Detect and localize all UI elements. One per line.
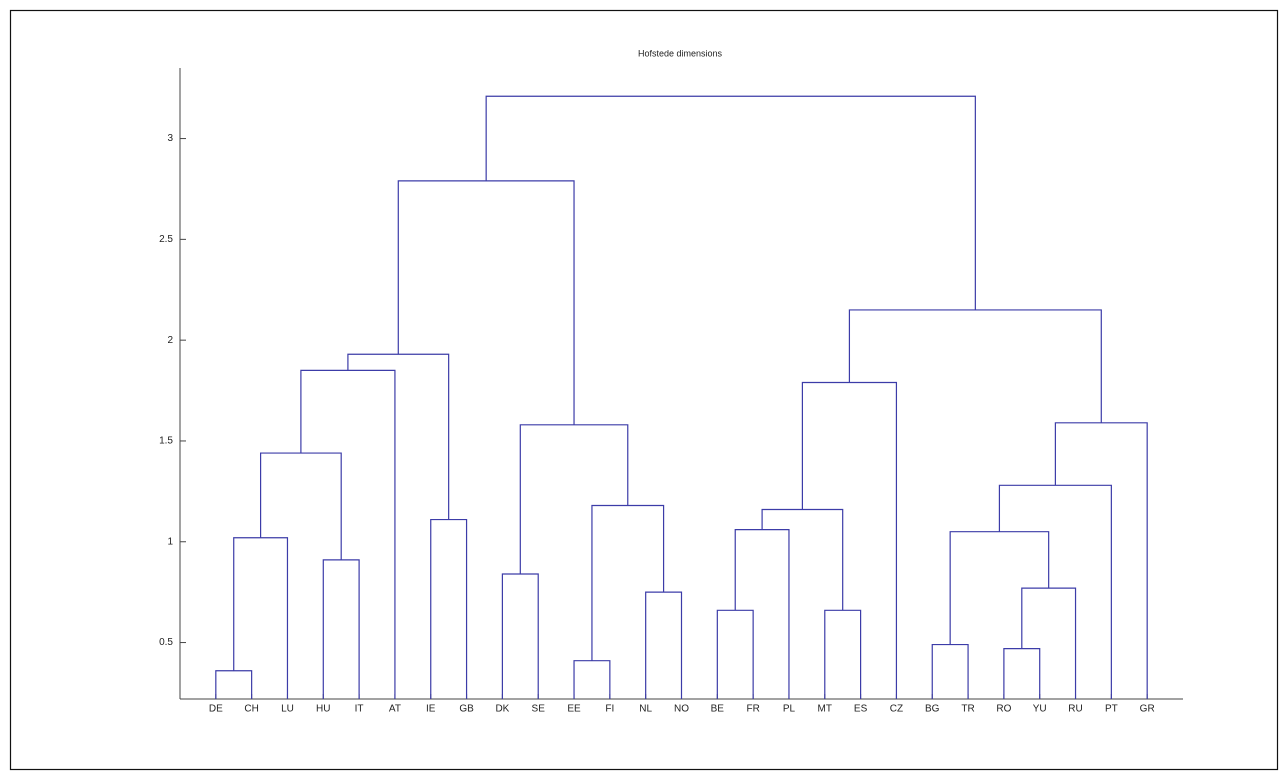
- y-tick-label: 1.5: [159, 436, 173, 447]
- leaf-label: IE: [426, 704, 436, 715]
- leaf-label: RU: [1068, 704, 1082, 715]
- frame: [9, 9, 1279, 771]
- y-tick-label: 2.5: [159, 234, 173, 245]
- leaf-label: BG: [925, 704, 940, 715]
- link: [322, 559, 360, 699]
- leaf-label: ES: [854, 704, 868, 715]
- leaf-label: YU: [1033, 704, 1047, 715]
- leaf-label: LU: [281, 704, 294, 715]
- leaf-label: NL: [639, 704, 652, 715]
- leaf-label: DK: [495, 704, 509, 715]
- link: [485, 95, 976, 310]
- chart-title: Hofstede dimensions: [638, 48, 723, 58]
- link: [501, 573, 539, 699]
- leaf-label: GB: [459, 704, 474, 715]
- leaf-label: PT: [1105, 704, 1118, 715]
- leaf-label: MT: [818, 704, 832, 715]
- leaf-label: HU: [316, 704, 330, 715]
- y-tick-label: 0.5: [159, 637, 173, 648]
- leaf-label: EE: [567, 704, 581, 715]
- leaf-label: NO: [674, 704, 689, 715]
- link: [1003, 648, 1041, 699]
- leaf-label: RO: [996, 704, 1011, 715]
- leaf-label: CH: [244, 704, 258, 715]
- y-tick-label: 2: [167, 335, 173, 346]
- link: [848, 309, 1102, 423]
- leaf-label: SE: [532, 704, 546, 715]
- leaf-label: CZ: [890, 704, 903, 715]
- leaf-label: PL: [783, 704, 796, 715]
- leaf-label: AT: [389, 704, 401, 715]
- link: [397, 180, 575, 425]
- leaf-label: FR: [746, 704, 759, 715]
- y-tick-label: 3: [167, 133, 173, 144]
- link: [998, 484, 1112, 699]
- link: [931, 643, 969, 699]
- leaf-label: DE: [209, 704, 223, 715]
- leaf-label: TR: [961, 704, 974, 715]
- leaf-label: GR: [1140, 704, 1155, 715]
- leaf-label: BE: [711, 704, 725, 715]
- leaf-label: FI: [605, 704, 614, 715]
- leaf-label: IT: [355, 704, 364, 715]
- y-tick-label: 1: [167, 536, 173, 547]
